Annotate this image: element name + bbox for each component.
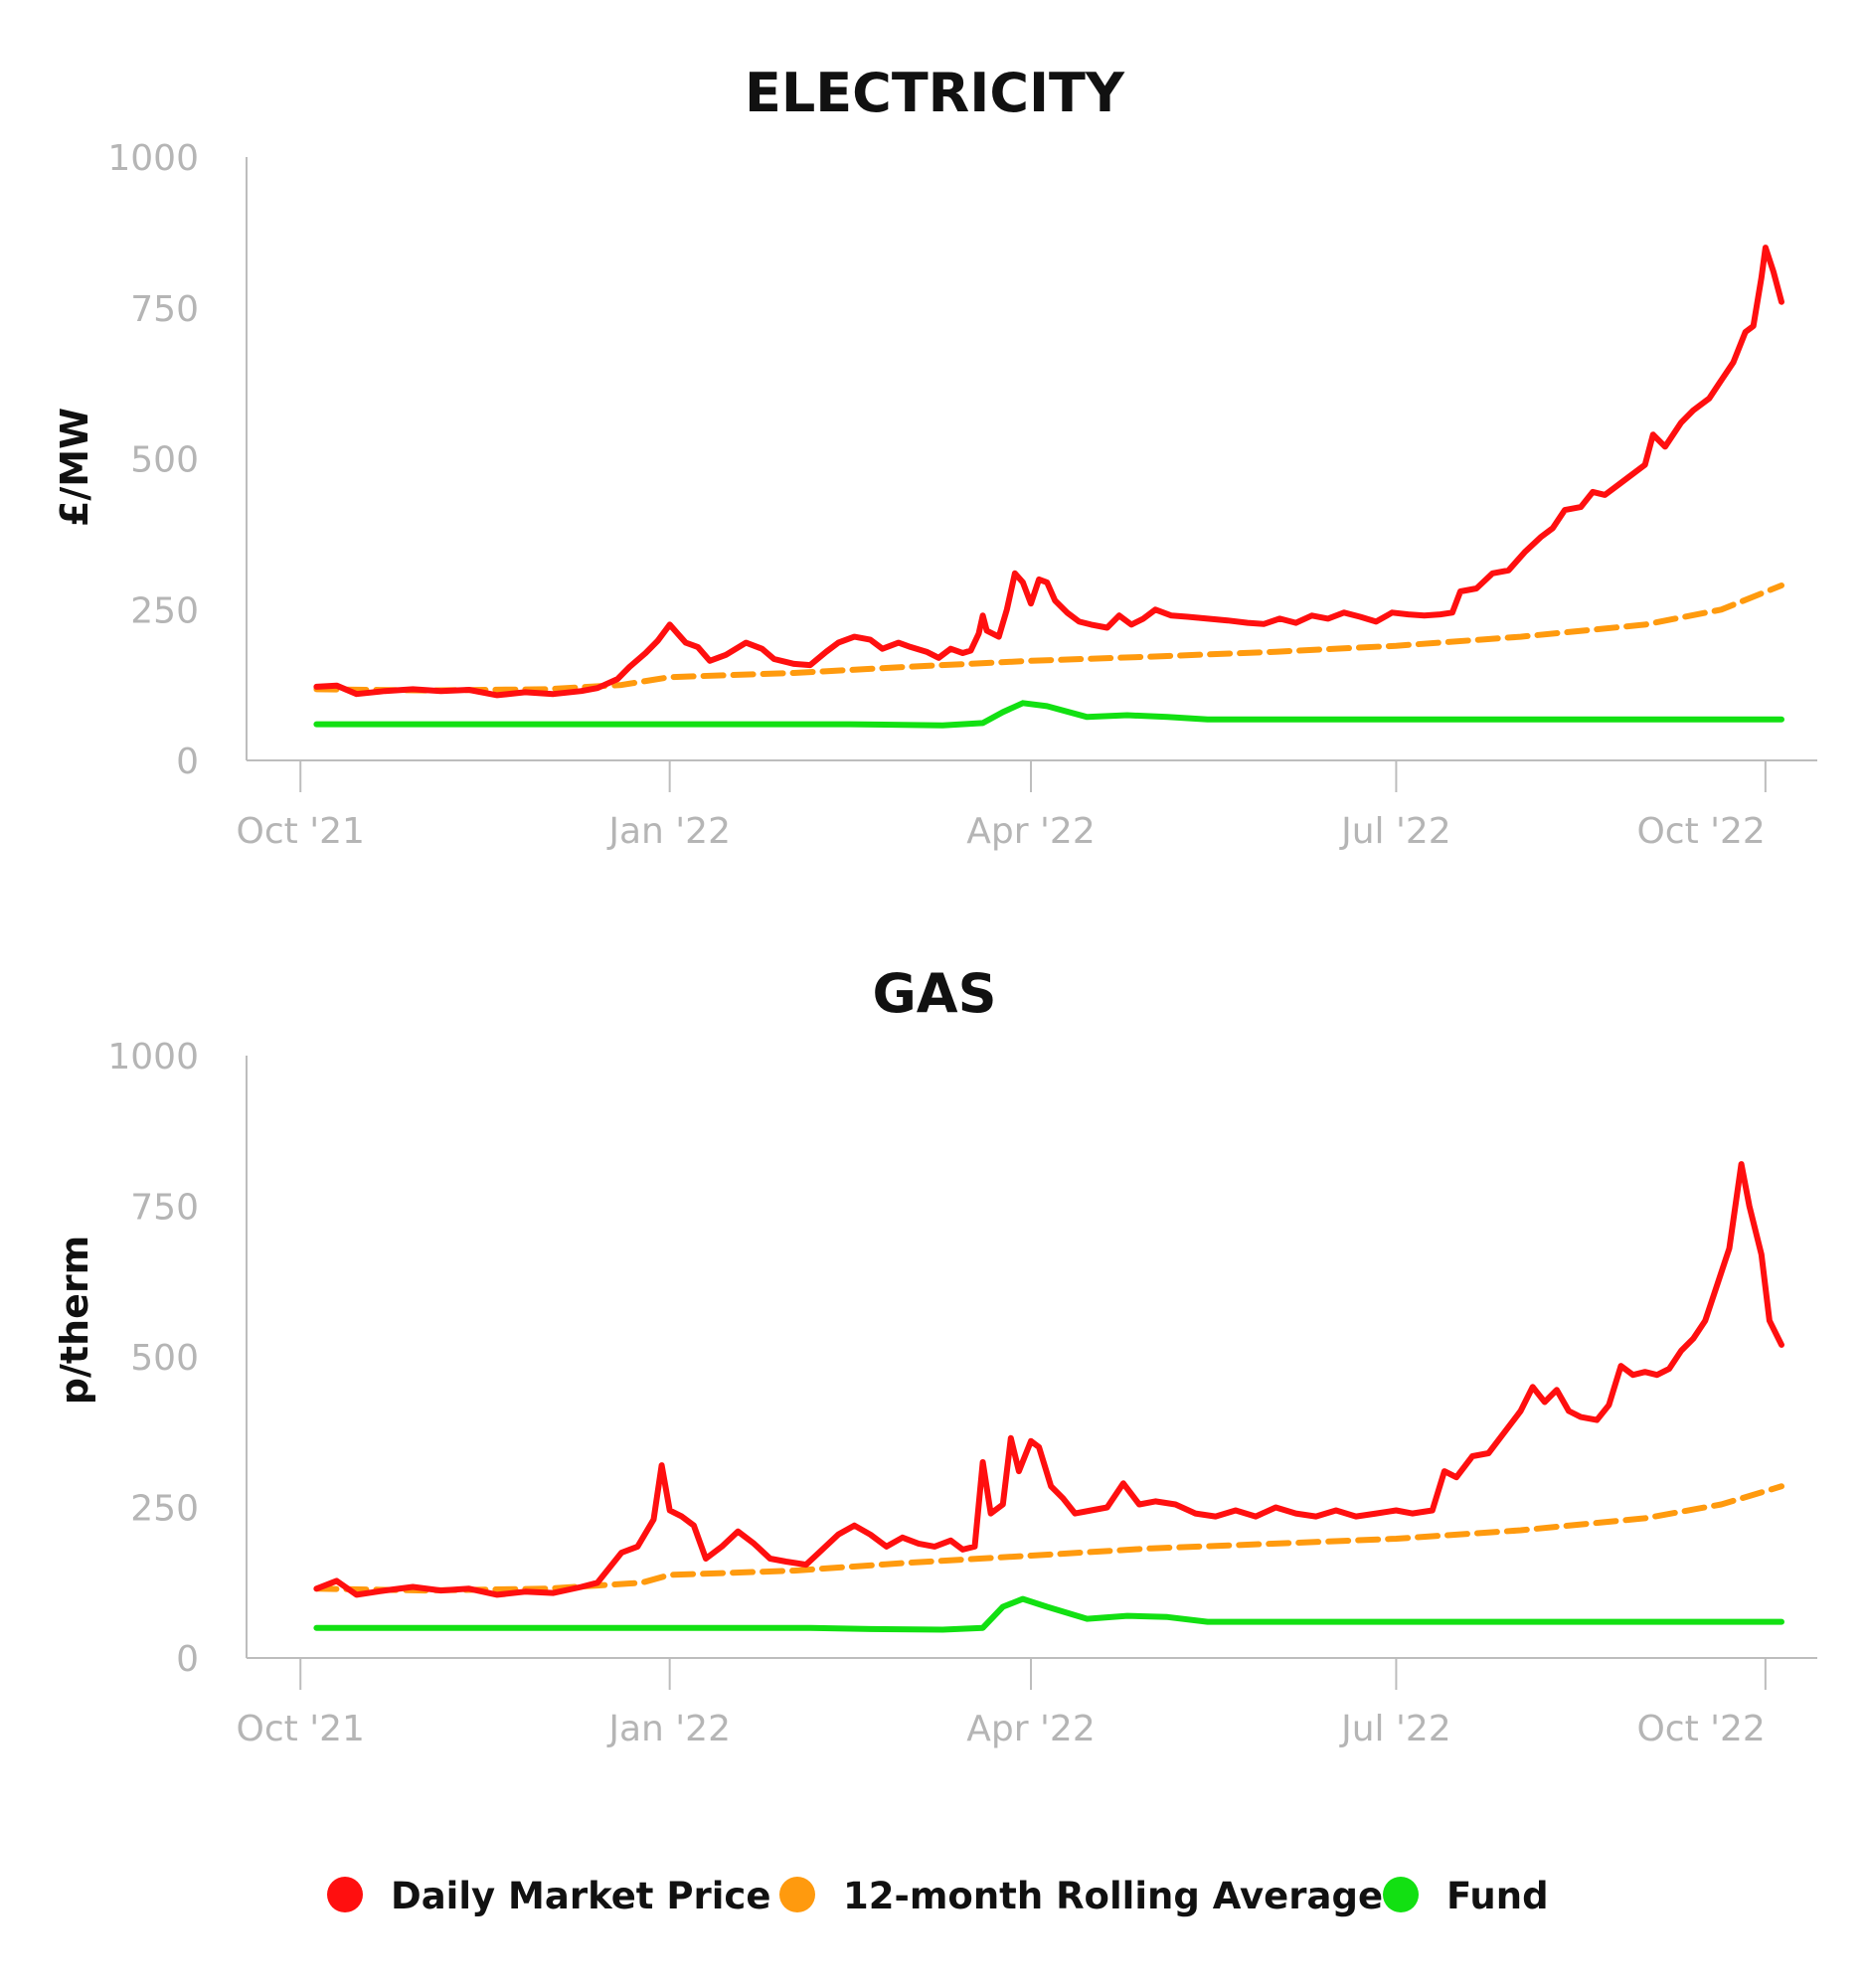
legend-swatch <box>779 1877 815 1912</box>
y-tick-label: 500 <box>130 1338 199 1379</box>
legend-swatch <box>1383 1877 1419 1912</box>
series-line-daily-market-price <box>313 245 1784 699</box>
x-tick-label: Jul '22 <box>1339 1709 1451 1749</box>
chart-title: GAS <box>872 962 996 1025</box>
electricity-chart: ELECTRICITY £/MW 0 250 500 750 1000 Oct '21 J… <box>53 62 1817 852</box>
x-ticks: Oct '21 Jan '22 Apr '22 Jul '22 Oct '22 <box>237 760 1767 852</box>
x-tick-label: Oct '22 <box>1636 1709 1765 1749</box>
x-tick-label: Oct '21 <box>237 811 365 852</box>
y-axis-label: £/MW <box>53 408 96 527</box>
x-tick-label: Apr '22 <box>966 811 1095 852</box>
legend-swatch <box>327 1877 363 1912</box>
y-tick-label: 1000 <box>107 1037 199 1077</box>
y-tick-label: 250 <box>130 590 199 631</box>
y-ticks: 0 250 500 750 1000 <box>107 1037 199 1680</box>
series-line-fund <box>313 1595 1784 1633</box>
x-ticks: Oct '21 Jan '22 Apr '22 Jul '22 Oct '22 <box>237 1658 1767 1749</box>
series-group <box>313 1161 1784 1633</box>
y-tick-label: 750 <box>130 289 199 330</box>
y-tick-label: 750 <box>130 1188 199 1229</box>
x-tick-label: Oct '22 <box>1636 811 1765 852</box>
series-group <box>313 245 1784 729</box>
x-tick-label: Jul '22 <box>1339 811 1451 852</box>
legend-label: Fund <box>1446 1875 1549 1917</box>
legend-item-rolling-average[interactable]: 12-month Rolling Average <box>779 1875 1383 1917</box>
x-tick-label: Jan '22 <box>606 1709 731 1749</box>
y-tick-label: 1000 <box>107 138 199 179</box>
y-tick-label: 0 <box>176 742 199 782</box>
x-tick-label: Oct '21 <box>237 1709 365 1749</box>
series-line-12-month-rolling-average <box>313 582 1784 694</box>
series-line-daily-market-price <box>313 1161 1784 1598</box>
y-axis-label: p/therm <box>53 1236 96 1405</box>
y-ticks: 0 250 500 750 1000 <box>107 138 199 782</box>
legend-item-fund[interactable]: Fund <box>1383 1875 1549 1917</box>
series-line-fund <box>313 700 1784 729</box>
legend-label: Daily Market Price <box>391 1875 770 1917</box>
legend-item-daily-market-price[interactable]: Daily Market Price <box>327 1875 770 1917</box>
gas-chart: GAS p/therm 0 250 500 750 1000 Oct '21 Jan '2… <box>53 962 1817 1749</box>
legend: Daily Market Price 12-month Rolling Aver… <box>327 1875 1549 1917</box>
series-line-12-month-rolling-average <box>313 1483 1784 1594</box>
y-tick-label: 250 <box>130 1489 199 1530</box>
y-tick-label: 0 <box>176 1639 199 1680</box>
chart-title: ELECTRICITY <box>745 62 1125 124</box>
x-tick-label: Jan '22 <box>606 811 731 852</box>
legend-label: 12-month Rolling Average <box>843 1875 1383 1917</box>
y-tick-label: 500 <box>130 440 199 481</box>
x-tick-label: Apr '22 <box>966 1709 1095 1749</box>
